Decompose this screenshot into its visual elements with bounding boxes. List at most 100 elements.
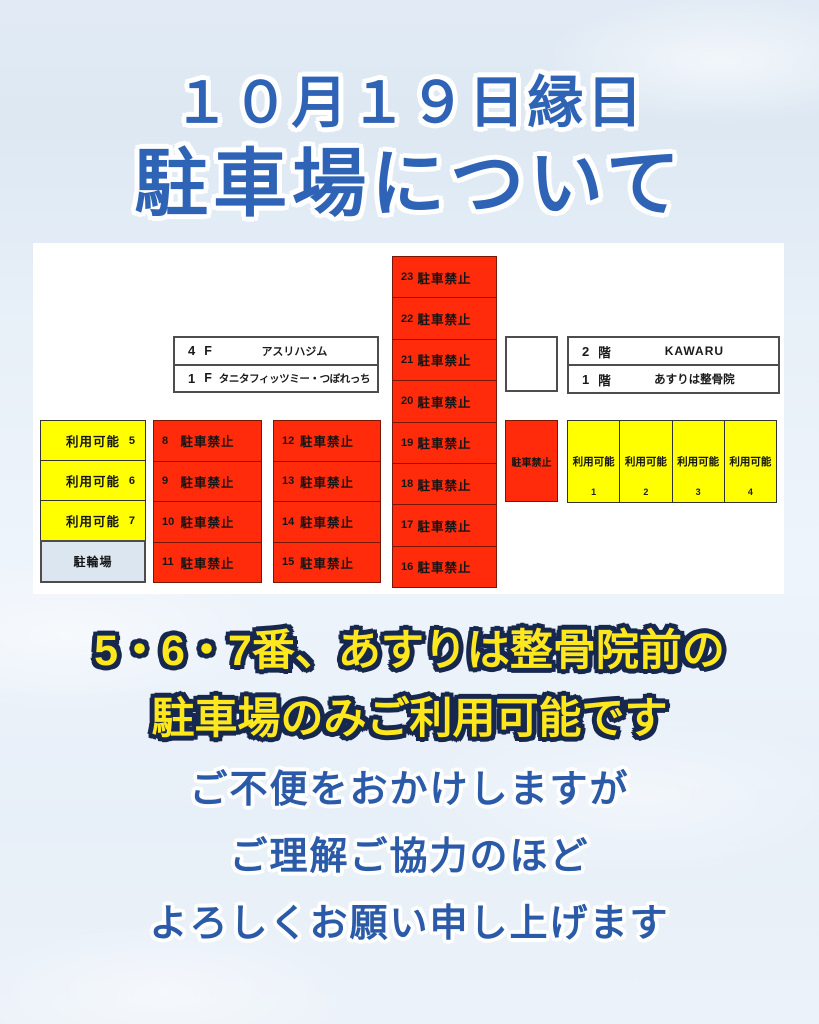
floor-unit: F	[204, 371, 212, 386]
floor-unit: 階	[598, 345, 611, 360]
spot-status: 駐車禁止	[417, 519, 472, 534]
building-left-row-1f: 1 F タニタフィッツミー・つぼれっち	[175, 363, 377, 392]
spot-number: 18	[401, 478, 414, 491]
spot-number: 9	[162, 475, 169, 488]
parking-spot-10: 10 駐車禁止	[154, 501, 261, 542]
spot-status: 駐車禁止	[180, 556, 235, 571]
empty-box	[505, 336, 558, 392]
spot-column-16-23: 23 駐車禁止 22 駐車禁止 21 駐車禁止 20 駐車禁止 19 駐車禁止 …	[392, 256, 497, 588]
spot-status: 駐車禁止	[299, 475, 354, 490]
spot-number: 2	[643, 487, 649, 497]
spot-status: 駐車禁止	[417, 271, 472, 286]
spot-status: 利用可能	[572, 456, 615, 468]
spot-number: 8	[162, 434, 169, 447]
parking-map-panel: 4 F アスリハジム 1 F タニタフィッツミー・つぼれっち 2 階 KAWAR…	[33, 243, 784, 594]
spot-status: 駐車禁止	[417, 395, 472, 410]
spot-status: 駐車禁止	[299, 556, 354, 571]
parking-spot-12: 12 駐車禁止	[274, 421, 380, 461]
spot-number: 10	[162, 515, 175, 528]
spot-status: 駐車禁止	[417, 437, 472, 452]
floor-number: 1	[188, 370, 196, 386]
spot-row-1-4: 利用可能 1 利用可能 2 利用可能 3 利用可能 4	[567, 420, 777, 503]
spot-status: 駐車禁止	[417, 561, 472, 576]
parking-spot-11: 11 駐車禁止	[154, 541, 261, 582]
parking-spot-18: 18 駐車禁止	[393, 462, 496, 505]
parking-spot-1: 利用可能 1	[567, 420, 621, 503]
building-info-left: 4 F アスリハジム 1 F タニタフィッツミー・つぼれっち	[173, 336, 379, 393]
floor-unit: F	[204, 343, 212, 358]
building-right-row-1f: 1 階 あすりは整骨院	[569, 364, 778, 392]
spot-number: 4	[747, 487, 753, 497]
spot-number: 6	[128, 474, 135, 487]
spot-number: 21	[401, 353, 414, 366]
spot-number: 7	[128, 514, 135, 527]
spot-status: 駐車禁止	[299, 516, 354, 531]
title-line-1: １０月１９日縁日	[173, 71, 646, 134]
parking-spot-9: 9 駐車禁止	[154, 460, 261, 501]
parking-spot-7: 利用可能 7	[40, 500, 146, 541]
title-line-2: 駐車場について	[134, 142, 685, 225]
message-line-3: ご不便をおかけしますが	[189, 769, 630, 811]
spot-number: 1	[591, 487, 597, 497]
spot-number: 22	[401, 312, 414, 325]
floor-unit: 階	[598, 373, 611, 388]
spot-number: 5	[128, 434, 135, 447]
parking-spot-8: 8 駐車禁止	[154, 421, 261, 461]
spot-status: 駐車禁止	[180, 435, 235, 450]
spot-status: 利用可能	[624, 456, 667, 468]
floor-number: 4	[188, 343, 196, 359]
message-line-2: 駐車場のみご利用可能です	[151, 695, 668, 743]
parking-spot-19: 19 駐車禁止	[393, 421, 496, 463]
spot-column-8-11: 8 駐車禁止 9 駐車禁止 10 駐車禁止 11 駐車禁止	[153, 420, 262, 583]
spot-number: 19	[401, 436, 414, 449]
parking-spot-3: 利用可能 3	[671, 420, 725, 503]
spot-number: 12	[282, 434, 295, 447]
spot-number: 23	[401, 271, 414, 284]
parking-spot-22: 22 駐車禁止	[393, 297, 496, 339]
tenant-name: あすりは整骨院	[654, 374, 735, 386]
spot-status: 駐車禁止	[417, 478, 472, 493]
parking-spot-13: 13 駐車禁止	[274, 460, 380, 501]
spot-status: 駐車禁止	[180, 475, 235, 490]
tenant-name: アスリハジム	[261, 345, 328, 358]
building-right-row-2f: 2 階 KAWARU	[569, 338, 778, 364]
building-left-row-4f: 4 F アスリハジム	[175, 338, 377, 364]
parking-spot-21: 21 駐車禁止	[393, 338, 496, 381]
parking-spot-6: 利用可能 6	[40, 460, 146, 501]
bicycle-parking-cell: 駐輪場	[40, 540, 146, 583]
spot-column-12-15: 12 駐車禁止 13 駐車禁止 14 駐車禁止 15 駐車禁止	[273, 420, 381, 583]
spot-status: 利用可能	[65, 475, 120, 489]
spot-status: 利用可能	[65, 435, 120, 449]
tenant-name: KAWARU	[664, 344, 725, 358]
spot-status: 利用可能	[65, 515, 120, 529]
floor-number: 1	[582, 371, 590, 387]
spot-number: 15	[282, 556, 295, 569]
spot-status: 駐車禁止	[417, 313, 472, 328]
message-line-1: 5・6・7番、あすりは整骨院前の	[94, 627, 725, 675]
spot-number: 13	[282, 475, 295, 488]
spot-number: 20	[401, 395, 414, 408]
spot-number: 17	[401, 519, 414, 532]
floor-number: 2	[582, 343, 590, 359]
tenant-name: タニタフィッツミー・つぼれっち	[218, 372, 371, 385]
spot-status: 駐車禁止	[180, 516, 235, 531]
message-line-5: よろしくお願い申し上げます	[149, 903, 670, 945]
spot-status: 駐車禁止	[299, 435, 354, 450]
spot-status: 利用可能	[729, 456, 772, 468]
parking-spot-23: 23 駐車禁止	[393, 257, 496, 298]
spot-number: 11	[162, 556, 174, 569]
parking-spot-14: 14 駐車禁止	[274, 501, 380, 542]
spot-status: 利用可能	[677, 456, 720, 468]
parking-spot-5: 利用可能 5	[40, 420, 146, 461]
no-parking-box: 駐車禁止	[505, 420, 558, 502]
message-line-4: ご理解ご協力のほど	[229, 836, 590, 878]
building-info-right: 2 階 KAWARU 1 階 あすりは整骨院	[567, 336, 780, 394]
parking-spot-15: 15 駐車禁止	[274, 541, 380, 582]
spot-status: 駐車禁止	[417, 354, 472, 369]
parking-spot-16: 16 駐車禁止	[393, 545, 496, 587]
parking-spot-4: 利用可能 4	[723, 420, 777, 503]
spot-number: 14	[282, 515, 295, 528]
left-spot-column: 利用可能 5 利用可能 6 利用可能 7 駐輪場	[40, 420, 146, 583]
parking-spot-17: 17 駐車禁止	[393, 504, 496, 546]
